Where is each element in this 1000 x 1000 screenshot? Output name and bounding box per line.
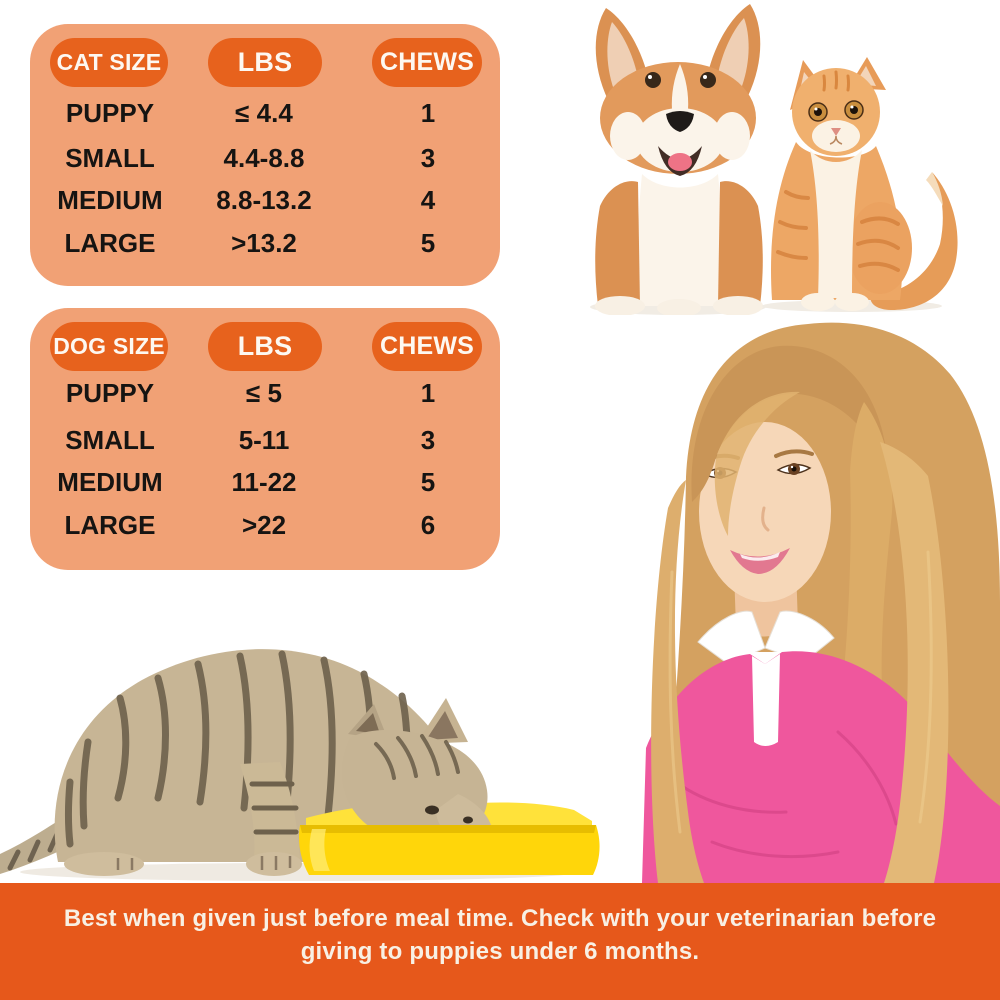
- dog-row-chews: 5: [420, 467, 436, 497]
- cat-row-chews: 1: [420, 98, 436, 128]
- cat-lbs-header-pill: LBS: [208, 38, 322, 87]
- dog-row-size: LARGE: [64, 510, 156, 540]
- dog-chews-header-pill: CHEWS: [372, 322, 482, 371]
- cat-chews-header-pill: CHEWS: [372, 38, 482, 87]
- dog-size-header-pill: DOG SIZE: [50, 322, 168, 371]
- dog-row-chews: 3: [420, 425, 436, 455]
- cat-table-row: MEDIUM 8.8-13.2 4: [30, 183, 500, 217]
- dog-table-row: LARGE >22 6: [30, 508, 500, 542]
- dog-lbs-header-pill: LBS: [208, 322, 322, 371]
- cat-row-lbs: ≤ 4.4: [235, 98, 293, 128]
- dog-row-lbs: 5-11: [238, 425, 290, 455]
- dog-table-row: PUPPY ≤ 5 1: [30, 376, 500, 410]
- cat-row-chews: 3: [420, 143, 436, 173]
- cat-row-lbs: >13.2: [231, 228, 297, 258]
- corgi-photo: [590, 4, 766, 315]
- dog-row-size: SMALL: [65, 425, 155, 455]
- orange-cat-photo: [762, 57, 958, 312]
- advisory-line-2: giving to puppies under 6 months.: [300, 938, 700, 965]
- dog-row-lbs: 11-22: [231, 467, 297, 497]
- cat-row-chews: 4: [420, 185, 436, 215]
- cat-row-size: SMALL: [65, 143, 155, 173]
- cat-row-size: PUPPY: [65, 98, 155, 128]
- advisory-banner: Best when given just before meal time. C…: [0, 883, 1000, 1000]
- dog-row-lbs: >22: [241, 510, 287, 540]
- cat-size-header-pill: CAT SIZE: [50, 38, 168, 87]
- woman-photo: [642, 322, 1000, 883]
- cat-row-size: MEDIUM: [57, 185, 163, 215]
- cat-table-row: PUPPY ≤ 4.4 1: [30, 96, 500, 130]
- dog-row-size: MEDIUM: [57, 467, 163, 497]
- dog-row-size: PUPPY: [65, 378, 155, 408]
- cat-table-row: SMALL 4.4-8.8 3: [30, 141, 500, 175]
- tabby-cat-eating-photo: [0, 649, 600, 881]
- dog-table-row: SMALL 5-11 3: [30, 423, 500, 457]
- cat-row-lbs: 8.8-13.2: [216, 185, 312, 215]
- cat-row-size: LARGE: [64, 228, 156, 258]
- dog-row-chews: 6: [420, 510, 436, 540]
- advisory-line-1: Best when given just before meal time. C…: [63, 905, 937, 932]
- cat-table-row: LARGE >13.2 5: [30, 226, 500, 260]
- cat-row-chews: 5: [420, 228, 436, 258]
- dog-table-row: MEDIUM 11-22 5: [30, 465, 500, 499]
- dog-row-lbs: ≤ 5: [246, 378, 282, 408]
- cat-dose-table: CAT SIZE LBS CHEWS PUPPY ≤ 4.4 1 SMALL 4…: [30, 24, 500, 286]
- dog-row-chews: 1: [420, 378, 436, 408]
- cat-row-lbs: 4.4-8.8: [223, 143, 305, 173]
- dog-dose-table: DOG SIZE LBS CHEWS PUPPY ≤ 5 1 SMALL 5-1…: [30, 308, 500, 570]
